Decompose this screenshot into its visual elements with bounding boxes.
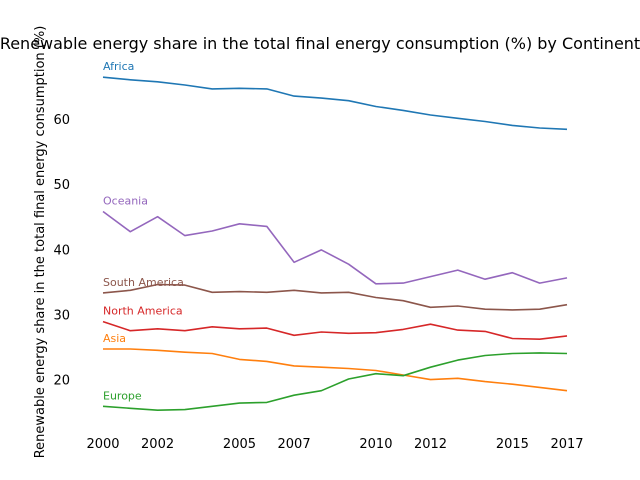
plot-area: 20 30 40 50 60 2000 2002 2005 2007 2010 2012 2015 20…: [53, 60, 583, 452]
series-label-north-america: North America: [103, 305, 183, 318]
series-label-oceania: Oceania: [103, 194, 148, 207]
y-tick-label-20: 20: [53, 374, 70, 389]
series-label-asia: Asia: [103, 332, 126, 345]
x-tick-label-2015: 2015: [496, 437, 529, 452]
y-tick-label-60: 60: [53, 113, 70, 128]
series-line-asia: [103, 348, 568, 392]
y-tick-label-30: 30: [53, 308, 70, 323]
x-tick-label-2000: 2000: [86, 437, 119, 452]
series-line-north-america: [102, 320, 568, 341]
series-line-oceania: [102, 210, 568, 285]
chart-title: Renewable energy share in the total fina…: [0, 34, 640, 53]
y-tick-label-50: 50: [53, 178, 70, 193]
x-tick-label-2007: 2007: [278, 437, 311, 452]
x-tick-label-2010: 2010: [359, 437, 392, 452]
series-line-europe: [102, 352, 568, 412]
series-line-africa: [102, 76, 568, 131]
x-tick-label-2012: 2012: [414, 437, 447, 452]
x-tick-label-2005: 2005: [223, 437, 256, 452]
y-tick-label-40: 40: [53, 243, 70, 258]
y-axis-label: Renewable energy share in the total fina…: [33, 26, 48, 459]
x-tick-label-2002: 2002: [141, 437, 174, 452]
series-label-south-america: South America: [103, 276, 184, 289]
series-line-south-america: [102, 283, 568, 311]
series-label-africa: Africa: [103, 60, 134, 73]
series-label-europe: Europe: [103, 389, 142, 402]
x-tick-label-2017: 2017: [550, 437, 583, 452]
